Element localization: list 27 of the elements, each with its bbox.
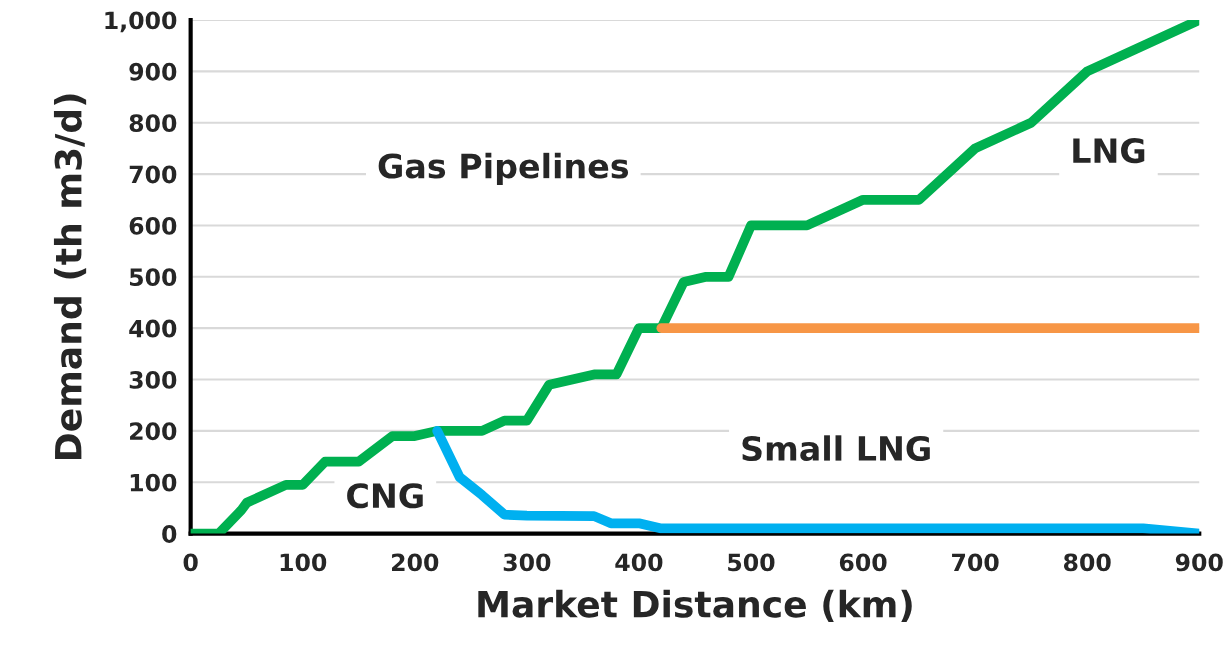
y-tick-label: 1,000: [105, 11, 177, 33]
x-tick-label: 0: [183, 553, 198, 572]
y-tick-label: 200: [130, 422, 177, 441]
y-tick-label: 700: [129, 165, 177, 184]
x-tick-label: 700: [952, 553, 999, 572]
y-tick-label: 0: [162, 525, 177, 543]
y-tick-label: 500: [129, 268, 177, 287]
x-tick-label: 600: [839, 553, 887, 572]
y-axis-title: Demand (th m3/d): [53, 94, 87, 459]
y-tick-label: 400: [129, 319, 177, 338]
x-tick-label: 800: [1063, 553, 1111, 572]
annotation: CNG: [347, 483, 423, 509]
x-axis-title: Market Distance (km): [478, 589, 912, 622]
x-tick-label: 300: [503, 553, 551, 572]
x-tick-label: 500: [728, 553, 775, 572]
x-tick-label: 100: [280, 553, 327, 572]
y-tick-label: 600: [129, 216, 177, 235]
x-tick-label: 200: [392, 553, 439, 572]
annotation: Gas Pipelines: [378, 152, 629, 186]
y-tick-label: 800: [129, 114, 177, 133]
y-tick-label: 900: [129, 62, 177, 81]
y-tick-label: 100: [130, 473, 177, 492]
x-tick-label: 900: [1175, 553, 1223, 572]
annotation: LNG: [1073, 138, 1145, 164]
annotation: Small LNG: [742, 435, 930, 462]
y-tick-label: 300: [129, 370, 177, 389]
x-tick-label: 400: [615, 553, 663, 572]
